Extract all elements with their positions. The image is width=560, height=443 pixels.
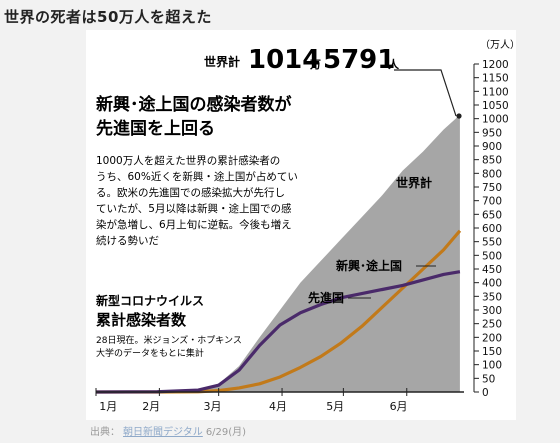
- y-tick-label: 1050: [482, 100, 509, 112]
- y-tick-label: 700: [482, 196, 502, 208]
- subtitle-small: 新型コロナウイルス: [96, 293, 204, 308]
- y-tick-label: 350: [482, 291, 502, 303]
- y-tick-label: 950: [482, 127, 502, 139]
- series-line-developed: [95, 270, 461, 394]
- total-callout-label: 世界計: [204, 54, 240, 69]
- series-label-world: 世界計: [396, 175, 432, 190]
- total-callout-unit-1: 万: [309, 58, 321, 71]
- y-tick-label: 50: [482, 373, 495, 385]
- y-tick-label: 650: [482, 209, 502, 221]
- chart-svg: 0501001502002503003504004505005506006507…: [95, 39, 516, 413]
- source-label: 出典：: [90, 427, 120, 438]
- series-line-emerging: [96, 229, 462, 394]
- x-tick-label: 1月: [99, 400, 117, 413]
- total-callout-number-2: 5791: [323, 45, 395, 75]
- x-tick-label: 5月: [326, 400, 344, 413]
- note-line: 28日現在。米ジョンズ・ホプキンス: [96, 334, 242, 346]
- y-tick-label: 900: [482, 141, 502, 153]
- y-tick-label: 1200: [482, 59, 509, 71]
- y-tick-label: 850: [482, 155, 502, 167]
- y-tick-label: 250: [482, 319, 502, 331]
- y-tick-label: 1000: [482, 114, 509, 126]
- description-line: 1000万人を超えた世界の累計感染者の: [96, 154, 280, 167]
- chart-title-line-2: 先進国を上回る: [96, 118, 215, 139]
- series-label-emerging: 新興･途上国: [336, 258, 402, 273]
- note-line: 大学のデータをもとに集計: [96, 347, 204, 359]
- page-heading: 世界の死者は50万人を超えた: [4, 8, 212, 26]
- y-tick-label: 1100: [482, 86, 509, 98]
- y-tick-label: 450: [482, 264, 502, 276]
- description-line: 染が急増し、6月上旬に逆転。今後も増え: [96, 218, 292, 231]
- y-tick-label: 150: [482, 346, 502, 358]
- description: 1000万人を超えた世界の累計感染者の うち、60%近くを新興・途上国が占めてい…: [96, 154, 298, 247]
- description-line: 続ける勢いだ: [96, 234, 159, 247]
- total-callout-unit-2: 人: [388, 57, 400, 71]
- y-unit-label: （万人）: [480, 39, 516, 51]
- y-tick-label: 500: [482, 250, 502, 262]
- y-tick-label: 800: [482, 168, 502, 180]
- y-tick-label: 0: [482, 387, 489, 399]
- series-area-world: [96, 114, 460, 392]
- y-tick-label: 1150: [482, 73, 509, 85]
- x-tick-label: 3月: [204, 400, 222, 413]
- y-tick-label: 200: [482, 332, 502, 344]
- x-tick-label: 6月: [390, 400, 408, 413]
- total-callout-leader: [394, 69, 457, 117]
- x-tick-label: 4月: [269, 400, 287, 413]
- series-label-developed: 先進国: [308, 290, 344, 305]
- y-tick-label: 400: [482, 278, 502, 290]
- y-tick-label: 300: [482, 305, 502, 317]
- description-line: ていたが、5月以降は新興・途上国での感: [96, 202, 292, 215]
- source-line: 出典： 朝日新聞デジタル 6/29(月): [90, 423, 246, 438]
- x-tick-label: 2月: [142, 400, 160, 413]
- source-date: 6/29(月): [205, 427, 247, 438]
- description-line: うち、60%近くを新興・途上国が占めてい: [96, 170, 298, 183]
- chart-title-line-1: 新興･途上国の感染者数が: [96, 94, 292, 115]
- subtitle-large: 累計感染者数: [96, 311, 187, 329]
- source-link[interactable]: 朝日新聞デジタル: [123, 427, 203, 438]
- y-tick-label: 550: [482, 237, 502, 249]
- y-tick-label: 100: [482, 360, 502, 372]
- y-tick-label: 600: [482, 223, 502, 235]
- y-tick-label: 750: [482, 182, 502, 194]
- total-callout-number-1: 1014: [248, 45, 320, 75]
- description-line: る。欧米の先進国での感染拡大が先行し: [96, 186, 285, 199]
- total-callout-dot: [456, 113, 462, 119]
- chart-card: 0 50 100 150 200 250 300 350 400 450 500 550 600 650 7…: [86, 30, 516, 420]
